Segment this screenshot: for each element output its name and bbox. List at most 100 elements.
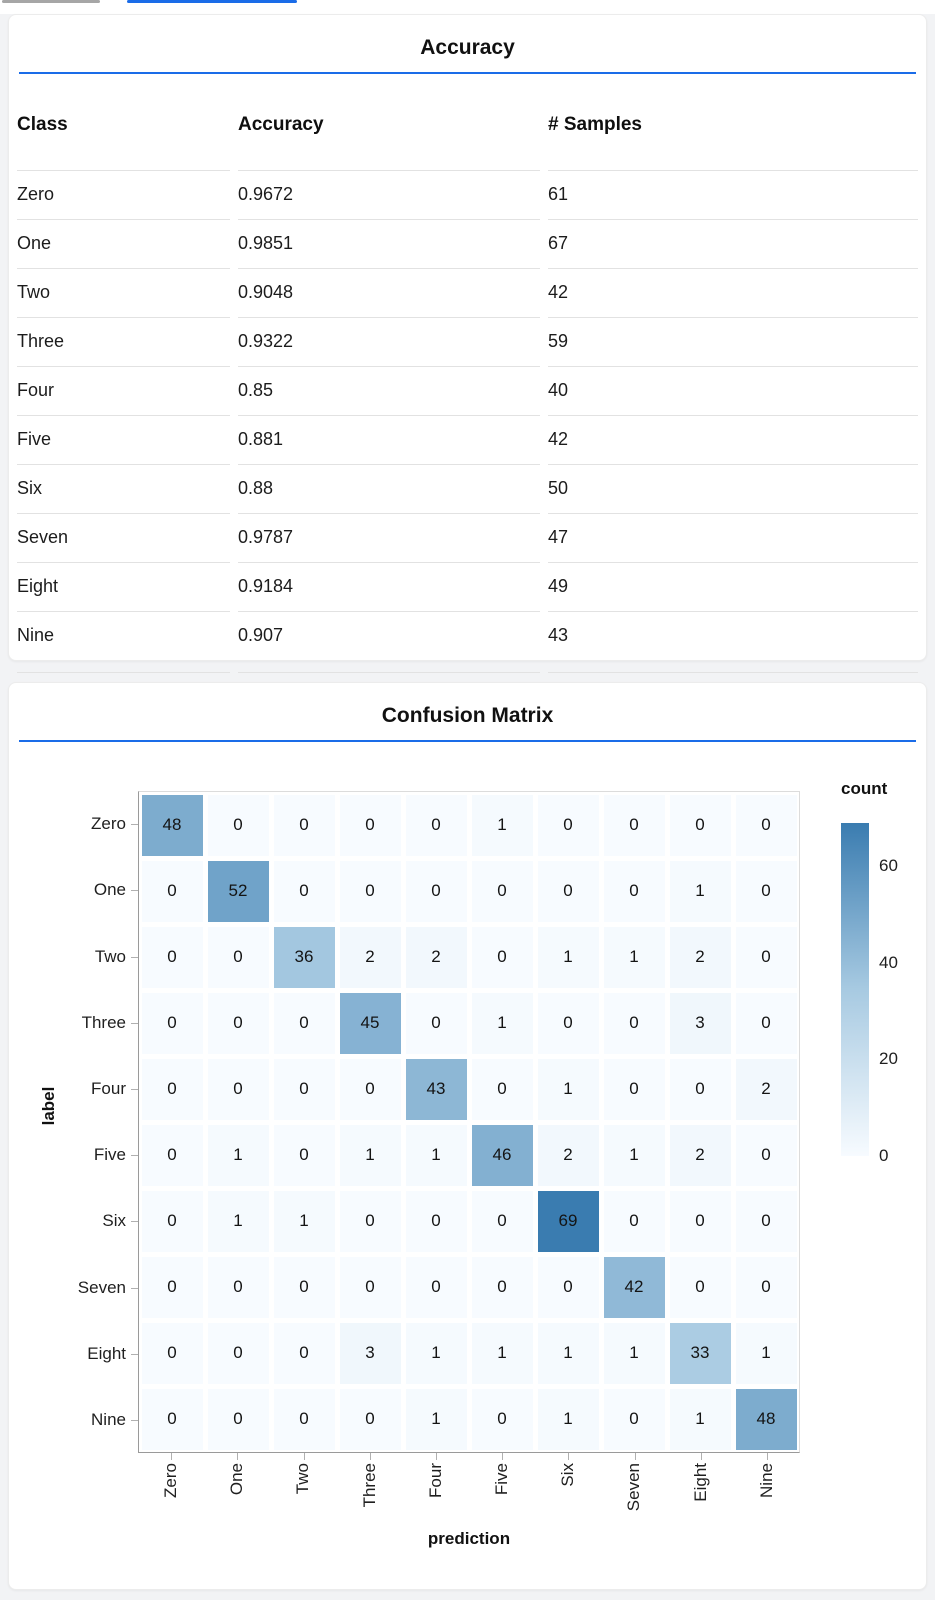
matrix-cell-0-3: 0: [339, 794, 401, 856]
y-tick-label: Nine: [91, 1409, 126, 1429]
tab-indicator-inactive[interactable]: [2, 0, 100, 3]
x-tick-mark: [700, 1453, 702, 1460]
matrix-cell-7-2: 0: [273, 1256, 335, 1318]
matrix-cell-8-4: 1: [405, 1322, 467, 1384]
matrix-cell-2-9: 0: [735, 926, 797, 988]
matrix-cell-5-7: 1: [603, 1124, 665, 1186]
y-tick-mark: [131, 1221, 138, 1223]
x-tick-label: Nine: [756, 1463, 776, 1498]
accuracy-table-cell: 50: [548, 464, 918, 513]
matrix-cell-3-7: 0: [603, 992, 665, 1054]
matrix-cell-7-3: 0: [339, 1256, 401, 1318]
matrix-cell-4-8: 0: [669, 1058, 731, 1120]
matrix-cell-8-2: 0: [273, 1322, 335, 1384]
accuracy-table-row: Nine 0.907 43: [17, 611, 918, 673]
matrix-cell-1-6: 0: [537, 860, 599, 922]
accuracy-table-row: Five 0.881 42: [17, 415, 918, 464]
matrix-cell-0-4: 0: [405, 794, 467, 856]
x-tick-label: One: [227, 1463, 247, 1496]
matrix-cell-8-1: 0: [207, 1322, 269, 1384]
y-tick-mark: [131, 956, 138, 958]
matrix-cell-6-2: 1: [273, 1190, 335, 1252]
column-header-accuracy: Accuracy: [238, 114, 324, 135]
matrix-cell-8-7: 1: [603, 1322, 665, 1384]
accuracy-table-cell: Four: [17, 366, 230, 415]
matrix-cell-0-1: 0: [207, 794, 269, 856]
matrix-cell-8-6: 1: [537, 1322, 599, 1384]
accuracy-table-cell: 0.881: [238, 415, 540, 464]
matrix-cell-1-8: 1: [669, 860, 731, 922]
accuracy-table-cell: 0.9851: [238, 219, 540, 268]
matrix-cell-2-7: 1: [603, 926, 665, 988]
matrix-cell-0-5: 1: [471, 794, 533, 856]
accuracy-table-row: Four 0.85 40: [17, 366, 918, 415]
matrix-cell-3-4: 0: [405, 992, 467, 1054]
matrix-cell-3-6: 0: [537, 992, 599, 1054]
x-tick-label: Six: [558, 1463, 578, 1487]
matrix-cell-8-5: 1: [471, 1322, 533, 1384]
accuracy-table-cell: One: [17, 219, 230, 268]
matrix-cell-3-9: 0: [735, 992, 797, 1054]
y-tick-mark: [131, 824, 138, 826]
matrix-cell-4-1: 0: [207, 1058, 269, 1120]
y-tick-mark: [131, 1088, 138, 1090]
matrix-cell-6-0: 0: [141, 1190, 203, 1252]
y-tick-label: Seven: [77, 1277, 126, 1297]
matrix-cell-1-5: 0: [471, 860, 533, 922]
accuracy-table: Class Accuracy # Samples Zero 0.9672 61 One…: [9, 74, 926, 673]
accuracy-table-cell: 0.9048: [238, 268, 540, 317]
x-tick-label: Three: [359, 1463, 379, 1508]
matrix-cell-6-8: 0: [669, 1190, 731, 1252]
x-tick-label: Eight: [690, 1463, 710, 1502]
accuracy-table-cell: 0.9184: [238, 562, 540, 611]
accuracy-table-cell: Zero: [17, 170, 230, 219]
matrix-cell-5-9: 0: [735, 1124, 797, 1186]
x-tick-mark: [634, 1453, 636, 1460]
matrix-cell-0-6: 0: [537, 794, 599, 856]
accuracy-table-cell: 0.88: [238, 464, 540, 513]
legend-tick-label: 0: [879, 1146, 889, 1165]
matrix-cell-7-0: 0: [141, 1256, 203, 1318]
accuracy-table-row: Seven 0.9787 47: [17, 513, 918, 562]
y-tick-label: Two: [94, 946, 126, 966]
accuracy-table-row: Zero 0.9672 61: [17, 170, 918, 219]
matrix-cell-5-4: 1: [405, 1124, 467, 1186]
x-tick-label: Five: [492, 1463, 512, 1496]
accuracy-table-cell: 59: [548, 317, 918, 366]
matrix-cell-9-6: 1: [537, 1388, 599, 1450]
matrix-cell-4-9: 2: [735, 1058, 797, 1120]
matrix-cell-6-5: 0: [471, 1190, 533, 1252]
y-tick-mark: [131, 1353, 138, 1355]
matrix-cell-5-6: 2: [537, 1124, 599, 1186]
matrix-cell-6-7: 0: [603, 1190, 665, 1252]
matrix-cell-4-5: 0: [471, 1058, 533, 1120]
matrix-cell-9-2: 0: [273, 1388, 335, 1450]
matrix-cell-9-8: 1: [669, 1388, 731, 1450]
y-tick-label: Zero: [91, 814, 126, 834]
matrix-cell-2-0: 0: [141, 926, 203, 988]
confusion-title-underline: [19, 740, 916, 742]
y-tick-label: Three: [81, 1012, 126, 1032]
matrix-cell-9-9: 48: [735, 1388, 797, 1450]
matrix-cell-8-9: 1: [735, 1322, 797, 1384]
matrix-cell-4-2: 0: [273, 1058, 335, 1120]
accuracy-table-row: Eight 0.9184 49: [17, 562, 918, 611]
matrix-cell-9-0: 0: [141, 1388, 203, 1450]
accuracy-title-underline: [19, 72, 916, 74]
matrix-cell-9-4: 1: [405, 1388, 467, 1450]
matrix-cell-7-7: 42: [603, 1256, 665, 1318]
matrix-cell-2-5: 0: [471, 926, 533, 988]
matrix-cell-5-0: 0: [141, 1124, 203, 1186]
accuracy-card-title: Accuracy: [420, 36, 515, 59]
matrix-cell-6-1: 1: [207, 1190, 269, 1252]
matrix-cell-2-4: 2: [405, 926, 467, 988]
tab-indicator-active[interactable]: [127, 0, 297, 3]
accuracy-table-cell: 42: [548, 268, 918, 317]
matrix-cell-5-3: 1: [339, 1124, 401, 1186]
accuracy-table-header-row: Class Accuracy # Samples: [17, 74, 918, 170]
matrix-cell-2-8: 2: [669, 926, 731, 988]
accuracy-table-row: Two 0.9048 42: [17, 268, 918, 317]
accuracy-table-row: One 0.9851 67: [17, 219, 918, 268]
column-header-samples: # Samples: [548, 114, 642, 135]
matrix-cell-6-9: 0: [735, 1190, 797, 1252]
